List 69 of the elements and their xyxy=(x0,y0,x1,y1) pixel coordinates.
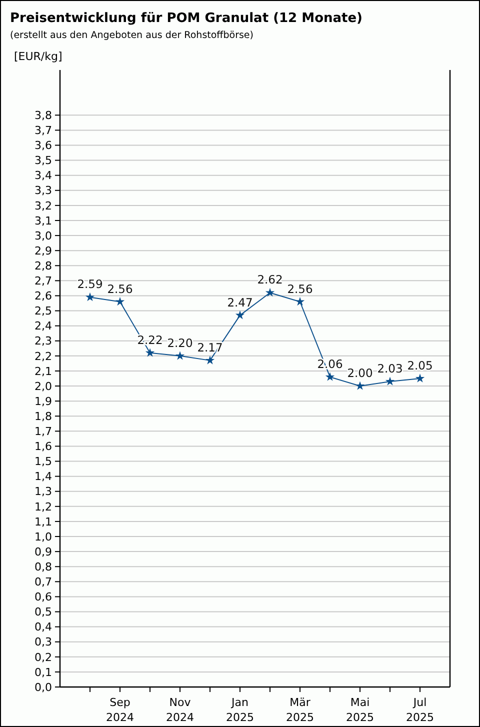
point xyxy=(235,310,245,320)
y-tick-label: 2,5 xyxy=(34,304,52,318)
data-label: 2.05 xyxy=(407,358,433,372)
point xyxy=(205,356,215,364)
data-label: 2.20 xyxy=(167,336,193,350)
y-tick-label: 1,5 xyxy=(34,455,52,468)
x-tick-label: Mai 2025 xyxy=(346,696,374,724)
y-tick-label: 3,7 xyxy=(34,124,52,138)
y-tick-label: 0,9 xyxy=(34,545,52,558)
y-tick-label: 2,7 xyxy=(34,274,52,288)
y-tick-label: 0,2 xyxy=(34,650,52,664)
y-tick-label: 3,6 xyxy=(34,139,52,152)
point xyxy=(265,288,275,297)
x-tick-label: Sep 2024 xyxy=(106,696,134,724)
data-label: 2.56 xyxy=(287,282,313,296)
data-label: 2.47 xyxy=(227,295,253,310)
y-tick-label: 1,1 xyxy=(34,515,52,528)
y-tick-label: 2,6 xyxy=(34,290,52,303)
data-label: 2.56 xyxy=(107,282,133,296)
y-tick-label: 0,3 xyxy=(34,636,52,649)
y-tick-label: 1,7 xyxy=(34,425,52,438)
y-tick-label: 2,2 xyxy=(34,350,52,363)
y-tick-label: 0,6 xyxy=(34,590,52,604)
y-tick-label: 1,0 xyxy=(34,530,52,544)
y-tick-label: 2,1 xyxy=(34,364,52,378)
point xyxy=(355,381,365,390)
y-tick-label: 1,3 xyxy=(34,485,52,498)
y-tick-label: 3,8 xyxy=(34,108,52,122)
data-label: 2.03 xyxy=(377,362,403,376)
y-tick-label: 0,5 xyxy=(34,606,52,619)
y-tick-label: 1,6 xyxy=(34,440,52,454)
data-label: 2.62 xyxy=(257,272,283,287)
y-tick-label: 0,4 xyxy=(34,620,52,634)
x-tick-label: Nov 2024 xyxy=(166,696,194,724)
y-tick-label: 1,2 xyxy=(34,500,52,514)
data-label: 2.00 xyxy=(347,366,373,380)
y-tick-label: 3,5 xyxy=(34,154,52,168)
chart-title: Preisentwicklung für POM Granulat (12 Monate) xyxy=(10,11,362,26)
x-tick-label: Mär 2025 xyxy=(286,696,314,724)
y-tick-label: 1,9 xyxy=(34,394,52,408)
y-axis-title: [EUR/kg] xyxy=(14,50,62,63)
x-tick-label: Jul 2025 xyxy=(406,696,434,724)
point xyxy=(175,351,185,360)
data-label: 2.59 xyxy=(77,277,103,292)
chart-subtitle: (erstellt aus den Angeboten aus der Rohstoffbörse) xyxy=(10,30,254,41)
point xyxy=(295,296,305,306)
y-tick-label: 2,4 xyxy=(34,320,52,333)
y-tick-label: 2,8 xyxy=(34,259,52,272)
point xyxy=(85,292,95,302)
y-tick-label: 1,8 xyxy=(34,410,52,423)
point xyxy=(415,374,425,382)
point xyxy=(385,376,395,386)
y-tick-label: 2,3 xyxy=(34,334,52,348)
y-tick-label: 3,1 xyxy=(34,214,52,228)
y-tick-label: 1,4 xyxy=(34,470,52,484)
y-tick-label: 3,4 xyxy=(34,169,52,182)
x-tick-label: Jan 2025 xyxy=(226,696,254,724)
y-tick-label: 3,3 xyxy=(34,184,52,198)
point xyxy=(115,296,125,306)
y-tick-label: 3,0 xyxy=(34,229,52,242)
y-tick-label: 3,2 xyxy=(34,199,52,212)
y-tick-label: 2,9 xyxy=(34,244,52,258)
y-tick-label: 0,1 xyxy=(34,666,52,679)
point xyxy=(145,348,155,357)
y-tick-label: 0,0 xyxy=(34,680,52,694)
y-tick-label: 2,0 xyxy=(34,380,52,393)
y-tick-label: 0,8 xyxy=(34,560,52,574)
point xyxy=(325,372,335,381)
y-tick-label: 0,7 xyxy=(34,576,52,589)
